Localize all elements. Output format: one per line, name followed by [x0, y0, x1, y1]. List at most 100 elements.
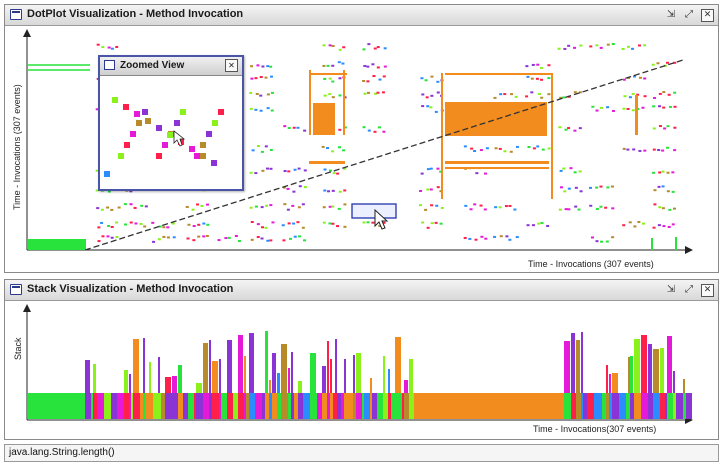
dot-mark — [652, 171, 656, 174]
dot-mark — [430, 75, 434, 78]
dot-mark — [292, 222, 296, 225]
stack-column — [634, 339, 640, 393]
dot-mark — [595, 240, 599, 243]
dot-mark — [266, 239, 270, 242]
dot-mark — [621, 47, 625, 50]
dot-mark — [117, 206, 121, 209]
zoom-dot — [200, 153, 206, 159]
dot-mark — [95, 169, 99, 172]
dot-mark — [628, 221, 632, 224]
maximize-icon[interactable]: ⤢ — [685, 9, 693, 20]
dot-mark — [256, 223, 260, 226]
dot-mark — [420, 77, 424, 80]
dot-mark — [429, 188, 433, 191]
zoom-dot — [167, 132, 173, 138]
zoom-dot — [118, 153, 124, 159]
dot-mark — [643, 44, 647, 47]
zoomed-view-titlebar[interactable]: Zoomed View ✕ — [100, 57, 242, 76]
dot-mark — [673, 126, 677, 129]
dotplot-canvas[interactable] — [5, 25, 718, 272]
dot-mark — [328, 222, 332, 225]
dot-mark — [525, 95, 529, 98]
dot-mark — [260, 206, 264, 209]
stack-column — [327, 393, 330, 419]
stack-canvas[interactable] — [5, 300, 718, 439]
stack-column — [628, 393, 630, 419]
dot-mark — [224, 237, 228, 240]
stack-titlebar[interactable]: Stack Visualization - Method Invocation … — [5, 280, 718, 301]
stack-column — [322, 366, 326, 393]
stack-column — [227, 340, 232, 393]
stack-column — [356, 393, 362, 419]
stack-column — [97, 393, 104, 419]
stack-column — [609, 393, 612, 419]
dot-mark — [652, 105, 656, 108]
minimize-icon[interactable]: ⇲ — [666, 284, 676, 295]
dot-mark — [547, 77, 551, 80]
stack-column — [85, 393, 91, 419]
dot-mark — [303, 186, 307, 189]
stack-column — [404, 380, 408, 393]
close-icon[interactable]: ✕ — [701, 284, 714, 297]
dot-mark — [595, 109, 599, 112]
stack-column — [571, 393, 576, 419]
maximize-icon[interactable]: ⤢ — [685, 284, 693, 295]
stack-column — [683, 393, 686, 419]
stack-column — [188, 393, 194, 419]
close-icon[interactable]: ✕ — [701, 9, 714, 22]
dot-mark — [382, 130, 386, 133]
dot-mark — [297, 206, 301, 209]
dot-mark — [107, 224, 111, 227]
dot-mark — [419, 204, 423, 207]
dot-mark — [106, 235, 110, 238]
green-block — [28, 239, 86, 250]
dot-mark — [266, 65, 270, 68]
stack-column — [277, 393, 281, 419]
dot-mark — [426, 188, 430, 191]
zoomed-view-window[interactable]: Zoomed View ✕ — [98, 55, 244, 191]
dot-mark — [101, 46, 105, 49]
dot-mark — [573, 171, 577, 174]
stack-column — [277, 373, 280, 393]
green-mark — [675, 237, 677, 250]
stack-column — [272, 353, 276, 393]
dot-mark — [323, 77, 327, 80]
stack-column — [238, 335, 243, 393]
dot-mark — [331, 205, 335, 208]
dot-mark — [606, 106, 610, 109]
dot-mark — [494, 147, 498, 150]
dot-mark — [515, 236, 519, 239]
minimize-icon[interactable]: ⇲ — [666, 9, 676, 20]
dot-mark — [100, 221, 104, 224]
dot-mark — [100, 208, 104, 211]
dot-mark — [186, 237, 190, 240]
stack-column — [219, 393, 221, 419]
stack-column — [404, 393, 409, 419]
stack-column — [165, 393, 172, 419]
dot-mark — [578, 127, 582, 130]
dot-mark — [485, 147, 489, 150]
window-icon — [104, 60, 115, 70]
dot-mark — [205, 203, 209, 206]
stack-column — [353, 393, 356, 419]
dot-mark — [291, 204, 295, 207]
dot-mark — [573, 129, 577, 132]
stack-column — [129, 393, 131, 419]
x-axis-arrow — [685, 246, 693, 254]
dot-mark — [567, 187, 571, 190]
dot-mark — [200, 204, 204, 207]
dot-mark — [343, 203, 347, 206]
dot-mark — [197, 223, 201, 226]
dot-mark — [498, 206, 502, 209]
dotplot-titlebar[interactable]: DotPlot Visualization - Method Invocatio… — [5, 5, 718, 26]
dot-mark — [626, 148, 630, 151]
stack-column — [602, 393, 606, 419]
dot-mark — [563, 190, 567, 193]
dot-mark — [589, 204, 593, 207]
close-icon[interactable]: ✕ — [225, 59, 238, 72]
dot-mark — [288, 237, 292, 240]
dot-mark — [298, 185, 302, 188]
stack-column — [619, 393, 626, 419]
stack-column — [149, 362, 151, 393]
stack-column — [294, 393, 298, 419]
